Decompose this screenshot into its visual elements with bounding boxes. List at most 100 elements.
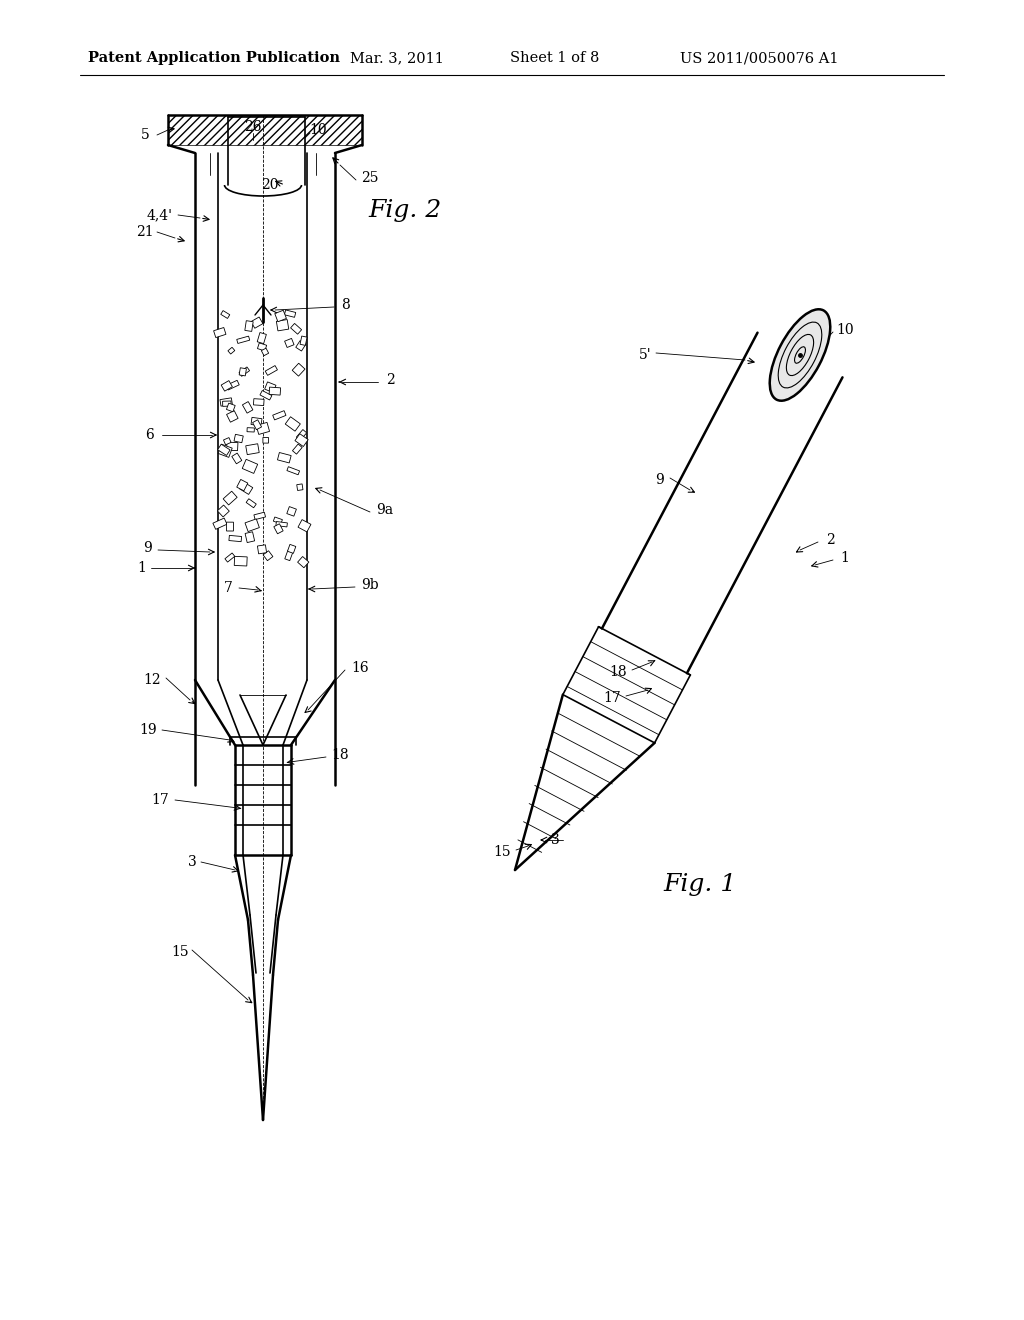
Bar [256,422,269,434]
Text: 3: 3 [551,833,559,847]
Bar [292,363,305,376]
Text: 19: 19 [139,723,157,737]
Text: Fig. 1: Fig. 1 [664,874,736,896]
Text: 9: 9 [143,541,153,554]
Bar [261,348,268,355]
Bar [243,401,253,413]
Bar [298,557,309,568]
Text: 16: 16 [351,661,369,675]
Bar [298,520,311,532]
Text: 3: 3 [187,855,197,869]
Text: 5': 5' [639,348,651,362]
Ellipse shape [770,309,830,401]
Bar [226,442,238,450]
Bar [285,338,294,347]
Bar [275,521,288,527]
Bar [260,391,272,400]
Bar [223,438,231,445]
Text: 4,4': 4,4' [147,209,173,222]
Bar [285,550,293,561]
Bar [237,337,250,343]
Bar [269,387,281,395]
Bar [264,381,276,392]
Bar [225,553,234,562]
Text: Mar. 3, 2011: Mar. 3, 2011 [350,51,443,65]
Text: 8: 8 [341,298,349,312]
Bar [251,317,263,329]
Bar [287,467,300,475]
Bar [272,411,286,420]
Bar [226,403,236,412]
Bar [214,327,226,338]
Bar [226,523,233,531]
Bar [296,341,306,351]
Bar [253,420,261,430]
Text: 9: 9 [655,473,665,487]
Bar [263,437,268,444]
Bar [221,380,232,391]
Bar [234,434,244,442]
Bar [245,519,259,532]
Bar [240,368,247,376]
Text: 26: 26 [245,120,262,135]
Bar [245,321,253,331]
Text: 15: 15 [171,945,188,960]
Bar [247,428,254,432]
Bar [251,417,262,426]
Bar [285,310,296,317]
Bar [265,366,278,375]
Text: 7: 7 [223,581,232,595]
Bar [288,544,296,553]
Bar [239,367,250,376]
Bar [213,517,227,529]
Bar [257,343,266,351]
Text: 2: 2 [386,374,394,387]
Bar [245,532,255,543]
Text: 9b: 9b [361,578,379,591]
Text: 2: 2 [825,533,835,546]
Text: 25: 25 [361,172,379,185]
Bar [226,380,240,389]
Bar [291,323,302,334]
Bar [273,517,283,524]
Bar [257,333,266,343]
Text: US 2011/0050076 A1: US 2011/0050076 A1 [680,51,839,65]
Text: Fig. 2: Fig. 2 [369,198,441,222]
Text: 20: 20 [261,178,279,191]
Text: 18: 18 [609,665,627,678]
Bar [234,556,247,566]
Bar [220,397,232,407]
Bar [254,512,265,520]
Bar [218,445,230,455]
Bar [295,434,308,446]
Text: 18: 18 [331,748,349,762]
Text: Patent Application Publication: Patent Application Publication [88,51,340,65]
Text: 12: 12 [143,673,161,686]
Bar [229,536,242,541]
Text: 21: 21 [136,224,154,239]
Text: 10: 10 [309,123,327,137]
Bar [278,453,291,463]
Bar [168,115,362,145]
Text: 15: 15 [494,845,511,859]
Text: 17: 17 [603,690,621,705]
Bar [222,401,231,407]
Bar [240,482,253,495]
Bar [226,411,239,422]
Text: 1: 1 [841,550,850,565]
Bar [254,399,264,405]
Text: 10: 10 [837,323,854,337]
Bar [218,444,232,457]
Bar [300,337,307,346]
Bar [223,491,238,506]
Bar [297,484,303,491]
Text: 1: 1 [137,561,146,576]
Bar [231,453,242,463]
Bar [293,444,302,454]
Bar [287,507,296,516]
Text: 17: 17 [152,793,169,807]
Bar [286,417,300,432]
Text: 9a: 9a [377,503,393,517]
Text: 6: 6 [145,428,155,442]
Text: 5: 5 [140,128,150,143]
